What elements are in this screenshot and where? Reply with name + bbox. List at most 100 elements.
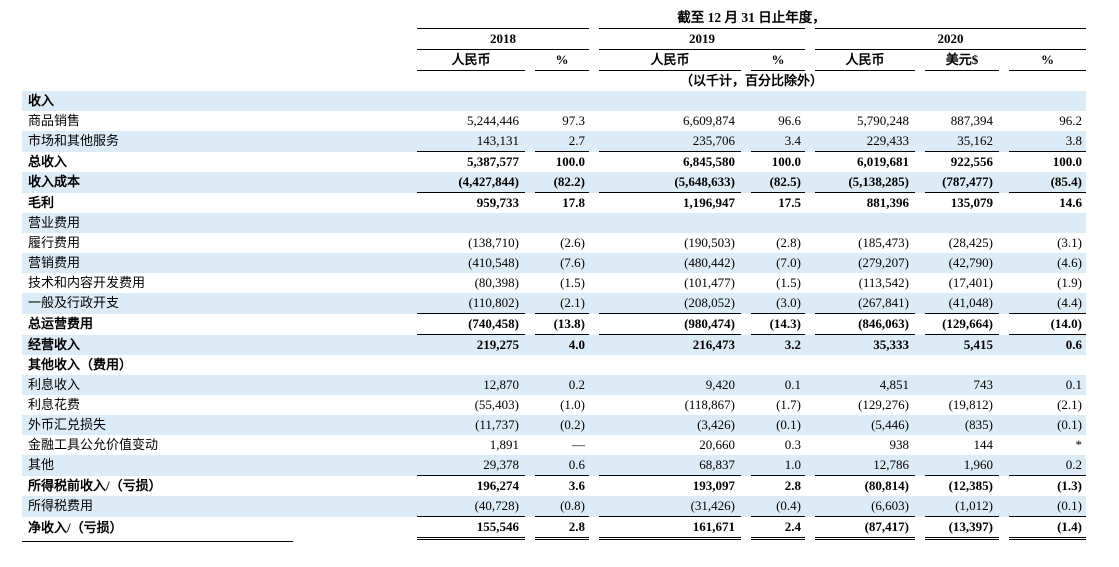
cell-pct-2020: 0.2: [1009, 455, 1087, 476]
cell-rmb-2019: (118,867): [684, 397, 735, 412]
column-gap: [915, 435, 925, 455]
cell-rmb-2019: [599, 213, 741, 233]
row-label: 商品销售: [28, 113, 81, 128]
cell-usd-2020: [925, 355, 999, 375]
cell-rmb-2019: 20,660: [699, 437, 735, 452]
cell-rmb-2019: (101,477): [684, 275, 735, 290]
column-gap: [805, 131, 815, 152]
cell-pct-2020: 100.0: [1052, 154, 1083, 169]
cell-pct-2019: (0.4): [751, 496, 805, 517]
cell-pct-2019: (14.3): [751, 313, 805, 335]
cell-usd-2020: (28,425): [948, 235, 993, 250]
cell-pct-2018: 3.6: [568, 478, 585, 493]
column-gap: [999, 375, 1009, 395]
column-gap: [999, 233, 1009, 253]
cell-pct-2019: (1.7): [776, 397, 801, 412]
column-gap: [915, 415, 925, 435]
column-gap: [805, 415, 815, 435]
cell-pct-2018: (2.6): [560, 235, 585, 250]
cell-rmb-2018: [417, 355, 525, 375]
cell-pct-2019: [751, 355, 805, 375]
cell-pct-2020: (0.1): [1009, 415, 1087, 435]
column-gap: [741, 293, 751, 314]
column-gap: [805, 314, 815, 335]
row-label: 履行费用: [28, 235, 81, 250]
cell-rmb-2019: (31,426): [599, 496, 741, 517]
column-gap: [999, 111, 1009, 131]
row-label: 收入: [22, 91, 417, 111]
row-label: 其他: [22, 455, 417, 476]
cell-rmb-2019: 6,845,580: [683, 154, 735, 169]
column-gap: [589, 273, 599, 293]
cell-rmb-2019: (480,442): [599, 253, 741, 273]
cell-rmb-2019: 193,097: [692, 478, 735, 493]
cell-rmb-2018: (55,403): [474, 397, 519, 412]
cell-pct-2020: (4.6): [1009, 253, 1087, 273]
row-label: 利息收入: [22, 375, 417, 395]
column-gap: [589, 111, 599, 131]
column-gap: [999, 455, 1009, 476]
column-gap: [915, 496, 925, 517]
column-gap: [741, 111, 751, 131]
cell-pct-2018: —: [572, 437, 585, 452]
column-gap: [915, 517, 925, 539]
cell-rmb-2020: 6,019,681: [857, 154, 909, 169]
year-2019: 2019: [599, 28, 805, 50]
column-gap: [589, 496, 599, 517]
cell-usd-2020: (1,012): [925, 496, 999, 517]
column-gap: [589, 395, 599, 415]
column-gap: [525, 395, 535, 415]
column-gap: [741, 415, 751, 435]
column-gap: [805, 193, 815, 214]
column-gap: [525, 213, 535, 233]
column-gap: [999, 395, 1009, 415]
cell-usd-2020: (19,812): [948, 397, 993, 412]
column-gap: [915, 91, 925, 111]
cell-usd-2020: (129,664): [925, 313, 999, 335]
cell-pct-2018: 0.2: [535, 375, 589, 395]
column-gap: [805, 172, 815, 193]
cell-rmb-2020: (129,276): [858, 397, 909, 412]
cell-pct-2020: 3.8: [1009, 131, 1087, 152]
cell-pct-2020: [1009, 91, 1087, 111]
cell-pct-2019: (7.0): [751, 253, 805, 273]
cell-rmb-2019: [599, 355, 741, 375]
header-year-row: 2018 2019 2020: [22, 28, 1087, 50]
column-gap: [589, 131, 599, 152]
column-gap: [999, 517, 1009, 539]
cell-rmb-2018: 5,244,446: [467, 113, 519, 128]
column-gap: [915, 111, 925, 131]
row-label: 金融工具公允价值变动: [28, 437, 159, 452]
cell-pct-2018: 17.8: [562, 195, 585, 210]
table-row: 经营收入 219,275 4.0 216,473 3.2 35,333 5,415 0.6: [22, 334, 1087, 355]
row-label: 总收入: [28, 153, 68, 169]
column-gap: [805, 455, 815, 476]
cell-rmb-2020: (5,138,285): [815, 172, 915, 193]
column-gap: [741, 233, 751, 253]
currency-rmb-2019: 人民币: [599, 49, 741, 71]
column-gap: [915, 253, 925, 273]
cell-pct-2018: 0.6: [535, 455, 589, 476]
cell-rmb-2019: 161,671: [599, 516, 741, 540]
row-label: 营销费用: [22, 253, 417, 273]
cell-pct-2019: 96.6: [778, 113, 801, 128]
cell-rmb-2019: 235,706: [599, 131, 741, 152]
table-row: 技术和内容开发费用 (80,398) (1.5) (101,477) (1.5) (113…: [22, 273, 1086, 293]
column-gap: [589, 172, 599, 193]
row-label: 利息花费: [28, 397, 81, 412]
column-gap: [525, 476, 535, 497]
column-gap: [805, 253, 815, 273]
column-gap: [915, 273, 925, 293]
cell-usd-2020: [925, 213, 999, 233]
cell-rmb-2018: (80,398): [474, 275, 519, 290]
column-gap: [805, 152, 815, 173]
table-row: 收入成本 (4,427,844) (82.2) (5,648,633) (82.5) (5…: [22, 172, 1087, 193]
cell-usd-2020: 135,079: [950, 195, 993, 210]
cell-pct-2020: (1.3): [1057, 478, 1083, 493]
cell-pct-2018: 100.0: [555, 154, 585, 169]
column-gap: [589, 193, 599, 214]
table-row: 利息收入 12,870 0.2 9,420 0.1 4,851 743 0.1: [22, 375, 1087, 395]
table-row: 利息花费 (55,403) (1.0) (118,867) (1.7) (129,276)…: [22, 395, 1086, 415]
cell-usd-2020: (17,401): [948, 275, 993, 290]
year-2020: 2020: [815, 28, 1087, 50]
